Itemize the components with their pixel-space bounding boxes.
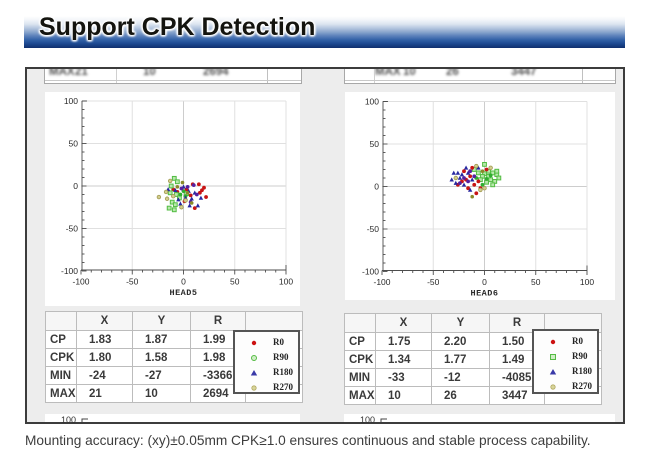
svg-text:0: 0 [374, 182, 379, 192]
svg-text:HEAD6: HEAD6 [470, 289, 498, 299]
svg-text:50: 50 [531, 277, 541, 287]
svg-text:50: 50 [370, 139, 380, 149]
svg-text:0: 0 [482, 277, 487, 287]
svg-text:-50: -50 [66, 224, 79, 234]
svg-text:-100: -100 [373, 277, 390, 287]
svg-text:100: 100 [64, 96, 78, 106]
svg-text:-100: -100 [72, 277, 89, 287]
svg-text:100: 100 [365, 97, 379, 107]
svg-text:-100: -100 [362, 267, 379, 277]
svg-text:-50: -50 [367, 224, 380, 234]
svg-text:-100: -100 [61, 266, 78, 276]
svg-text:-50: -50 [427, 277, 440, 287]
svg-text:0: 0 [73, 181, 78, 191]
svg-text:50: 50 [69, 139, 79, 149]
svg-text:-50: -50 [126, 277, 139, 287]
svg-text:HEAD5: HEAD5 [169, 288, 197, 298]
svg-text:0: 0 [181, 277, 186, 287]
svg-text:50: 50 [230, 277, 240, 287]
svg-text:100: 100 [580, 277, 594, 287]
svg-text:100: 100 [279, 277, 293, 287]
